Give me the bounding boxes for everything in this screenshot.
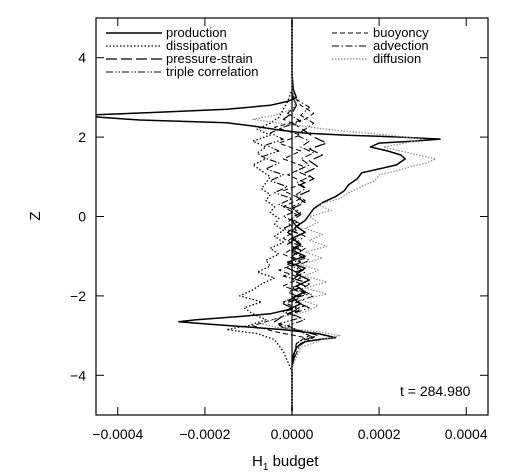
y-tick-label: 4 [78,50,86,66]
legend-label-triple-correlation: triple correlation [166,64,259,79]
y-tick-label: −4 [70,367,86,383]
time-annotation: t = 284.980 [400,383,471,399]
x-axis-title: H1 budget [252,453,319,473]
legend-label-buoyoncy: buoyoncy [373,25,429,40]
legend-label-advection: advection [373,38,429,53]
x-tick-label: 0.0000 [271,426,314,442]
x-tick-label: −0.0002 [179,426,230,442]
series-line-production [96,20,441,411]
series-line-triple-correlation [260,20,310,411]
x-axis-title-subscript: 1 [263,462,269,473]
x-tick-label: 0.0002 [358,426,401,442]
y-tick-label: 0 [78,209,86,225]
legend-label-diffusion: diffusion [373,51,421,66]
series-line-pressure-strain [274,20,328,411]
series-line-advection [287,20,315,411]
legend-label-dissipation: dissipation [166,38,227,53]
y-tick-label: 2 [78,129,86,145]
legend-label-production: production [166,25,227,40]
x-axis-title-main: H [252,453,263,470]
x-axis-title-suffix: budget [268,453,319,470]
x-tick-label: 0.0004 [445,426,488,442]
y-axis-title: Z [27,211,44,220]
x-tick-label: −0.0004 [92,426,143,442]
series-line-buoyoncy [252,20,315,411]
legend-label-pressure-strain: pressure-strain [166,51,253,66]
legend: productiondissipationpressure-straintrip… [106,25,429,79]
y-tick-label: −2 [70,288,86,304]
series-layer [96,18,441,415]
ticks-layer: −0.0004 −0.0002 0.0000 0.0002 0.0004 −4 −2 0 2 4 [70,18,488,442]
series-line-dissipation [226,20,293,411]
